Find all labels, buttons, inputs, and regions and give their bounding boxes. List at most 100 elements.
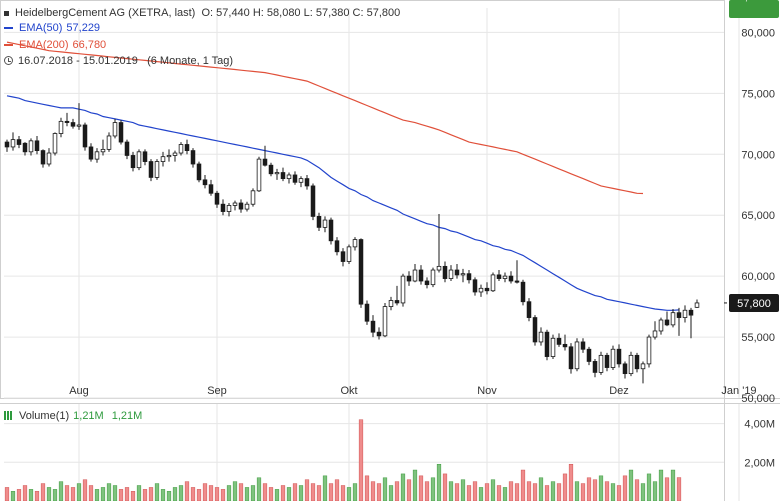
volume-bar-up [352,483,358,501]
volume-bar-up [160,489,166,501]
volume-bar-up [244,487,250,501]
volume-bar-down [496,485,502,501]
ema200-label: EMA(200) [19,39,69,51]
candle-body-down [364,303,370,322]
axes: 80,000 75,000 70,000 65,000 60,000 55,000 50,0… [69,0,779,469]
candle-body-up [448,269,454,279]
x-tick-label: Nov [477,385,497,397]
candle-body-down [214,192,220,205]
candle [112,118,118,139]
candle-body-down [676,312,682,318]
volume-bar-up [502,487,508,501]
ema50-label: EMA(50) [19,22,63,34]
volume-bar-down [124,487,130,501]
candle [370,315,376,338]
candle [16,135,22,149]
candle [4,139,10,152]
candle-body-down [586,348,592,362]
candle-body-down [532,317,538,343]
candle-body-down [358,239,364,305]
candle-body-up [154,161,160,178]
candle [676,307,682,336]
candle-body-down [544,331,550,357]
candle-body-up [550,337,556,357]
volume-bar-down [202,483,208,501]
candle [346,244,352,264]
candle [538,327,544,346]
candle-body-down [196,163,202,181]
legend-date-range[interactable]: 16.07.2018 - 15.01.2019 (6 Monate, 1 Tag… [0,55,233,67]
volume-bar-up [550,481,556,501]
volume-bar-down [334,479,340,501]
candle-body-up [244,203,250,210]
candle [544,329,550,361]
candle [418,265,424,285]
legend-ema50[interactable]: EMA(50) 57,229 [0,22,100,34]
volume-bar-down [442,473,448,501]
volume-bar-up [178,485,184,501]
volume-bar-down [532,483,538,501]
candle [334,237,340,256]
x-tick-label: Sep [207,385,227,397]
candle-body-down [472,279,478,293]
candle [664,311,670,327]
volume-bar-up [598,475,604,501]
volume-bar-up [274,489,280,501]
legend-title-row: HeidelbergCement AG (XETRA, last) O: 57,… [0,7,400,19]
volume-bar-down [520,469,526,501]
candle-body-up [652,330,658,338]
volume-bar-down [526,481,532,501]
candle-body-down [442,265,448,279]
candle-body-down [340,251,346,262]
volume-value-2: 1,21M [111,410,143,422]
candle-body-down [148,161,154,178]
volume-value-1: 1,21M [73,410,104,422]
candle [304,174,310,190]
legend-ema200[interactable]: EMA(200) 66,780 [0,39,106,51]
candle [574,338,580,372]
price-tick-label: 50,000 [741,393,775,405]
candle [94,148,100,163]
candle [208,179,214,196]
ema200-path [6,41,644,195]
volume-bar-down [262,483,268,501]
volume-bar-down [70,487,76,501]
ema50-swatch-icon [4,27,13,30]
volume-legend[interactable]: Volume(1) 1,21M 1,21M [0,410,142,422]
volume-bar-down [142,489,148,501]
candle [670,309,676,328]
candle [352,237,358,251]
volume-bar-up [322,475,328,501]
volume-bar-down [592,479,598,501]
candle-body-down [22,142,28,153]
candle-body-up [76,124,82,127]
candle-body-up [346,246,352,262]
volume-bar-up [298,485,304,501]
volume-bar-down [454,483,460,501]
candle-body-up [298,178,304,183]
candle-body-down [664,319,670,326]
candle [688,307,694,339]
volume-bar-up [628,469,634,501]
volume-bar-up [460,479,466,501]
volume-bar-down [310,483,316,501]
volume-bar-down [358,419,364,501]
volume-bar-up [172,487,178,501]
candle-body-up [100,148,106,153]
candle-body-up [226,205,232,212]
candle [484,282,490,295]
candle [226,203,232,217]
volume-bar-up [52,489,58,501]
volume-tick-label: 4,00M [744,419,775,431]
candle-body-down [268,164,274,175]
candle-body-down [454,269,460,276]
candle [88,143,94,162]
volume-bar-up [106,483,112,501]
volume-bar-down [586,477,592,501]
volume-bar-up [400,473,406,501]
volume-bar-down [196,489,202,501]
candle-body-up [178,144,184,154]
volume-bar-down [472,481,478,501]
